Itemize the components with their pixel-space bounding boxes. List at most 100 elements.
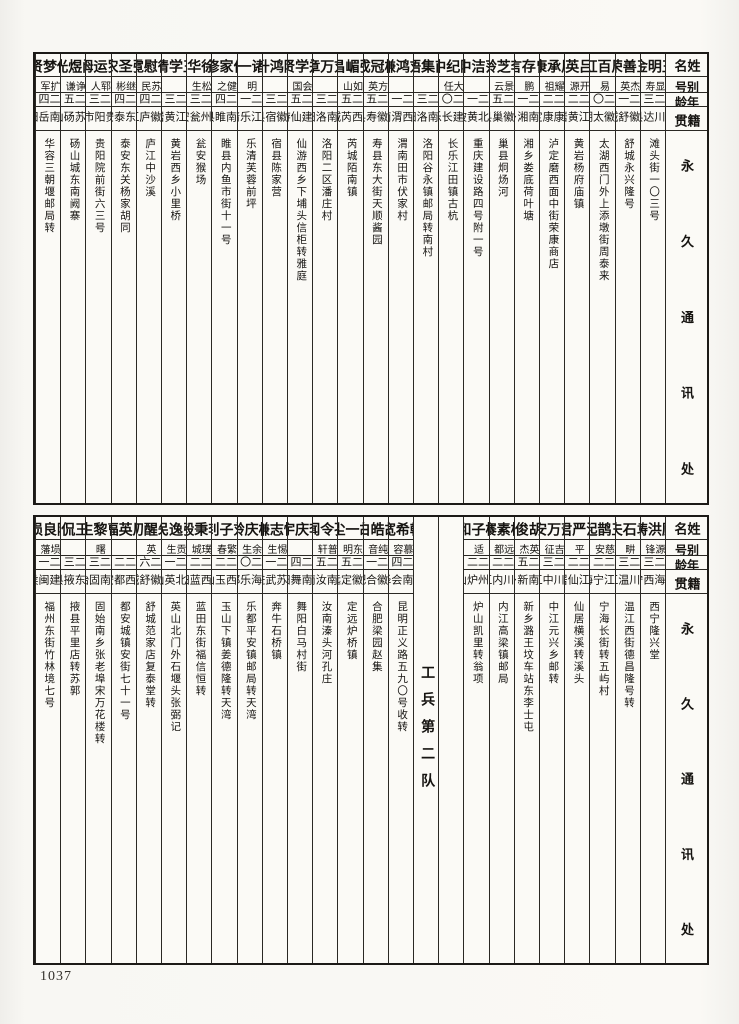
person-native-cell: 福建长乐 <box>439 107 464 132</box>
person-age-cell: 二〇 <box>439 93 464 108</box>
person-age: 二一 <box>364 555 388 569</box>
person-native-place: 江苏砀山 <box>61 111 86 123</box>
person-address: 炉山凯里转翁项 <box>471 600 483 685</box>
person-alias: 诤谦 <box>63 81 85 93</box>
person-native-cell: 江西玉山 <box>212 570 237 594</box>
person-age-cell: 二五 <box>514 556 539 570</box>
person-alias: 繁春 <box>214 544 236 556</box>
person-name-cell: 杨子和 <box>464 517 489 541</box>
person-age-cell: 二五 <box>338 556 363 570</box>
person-address: 黄岩西乡小里桥 <box>169 138 181 223</box>
person-address: 福州东街竹林境七号 <box>43 600 55 709</box>
person-name: 何家修 <box>212 59 236 73</box>
person-age-cell: 二一 <box>388 93 413 108</box>
person-age: 二一 <box>465 93 489 107</box>
person-column: 李芝龄 景云 二五 安徽巢县 巢县炯炀河 <box>488 54 514 503</box>
person-alias: 曙 <box>93 544 105 556</box>
person-address: 温江西街德昌隆号转 <box>622 600 634 709</box>
person-name: 刘子钊 <box>212 522 236 536</box>
person-address: 巢县炯炀河 <box>496 138 508 199</box>
person-age: 二〇 <box>440 93 464 107</box>
person-age-cell: 二五 <box>313 556 338 570</box>
person-name: 张逸民 <box>162 522 186 536</box>
person-column: 周百虹 易 二〇 安徽太湖 太湖西门外上添墩街周泰来 <box>589 54 615 503</box>
person-address: 乐清芙蓉前坪 <box>244 138 256 211</box>
person-age-cell: 二一 <box>35 556 61 570</box>
header-age-cell: 年龄 <box>666 93 707 108</box>
person-alias: 英 <box>143 544 155 556</box>
person-age: 二五 <box>62 93 86 107</box>
person-column: 曾存言 鹏 二一 湖南湘乡 湘乡娄底荷叶塘 <box>513 54 539 503</box>
person-alias-cell: 吉征 <box>539 540 565 556</box>
person-name: 袁石夫 <box>616 522 640 536</box>
person-native-place: 河南新乡 <box>515 573 539 585</box>
person-native-place: 陕西蓝田 <box>187 573 212 585</box>
header-name-cell: 姓名 <box>666 54 707 78</box>
person-alias-cell: 慈安 <box>590 540 615 556</box>
person-native-place: 浙江宁海 <box>590 573 615 585</box>
person-age-cell: 二三 <box>262 93 287 108</box>
person-address: 都安城镇安街七十一号 <box>118 600 130 721</box>
person-native-place: 贵阳市 <box>86 111 111 123</box>
person-native-cell: 山东掖县 <box>61 570 86 594</box>
person-alias-cell: 诤谦 <box>61 77 86 94</box>
person-name: 萧万安 <box>540 522 564 536</box>
person-native-cell: 河南新乡 <box>514 570 539 594</box>
person-alias-cell: 璞城 <box>187 540 212 556</box>
person-native-cell: 河南睢县 <box>212 107 237 132</box>
person-address-cell: 滩头街一〇三号 <box>641 131 665 503</box>
person-address: 舒城范家店复泰堂转 <box>144 600 156 709</box>
person-name-cell: 王明金 <box>640 54 665 78</box>
person-column: 恽志谦 惕生 二一 江苏武进 奔牛石桥镇 <box>261 517 287 963</box>
person-native-place: 河南洛阳 <box>414 111 439 123</box>
person-address-cell: 重庆建设路四号附一号 <box>464 131 488 503</box>
person-column: 李秉毅 璞城 二二 陕西蓝田 蓝田东街福信恒转 <box>186 517 212 963</box>
person-name: 南集梧 <box>414 59 438 73</box>
person-alias: 吉征 <box>542 544 564 556</box>
person-address-cell: 福州东街竹林境七号 <box>36 594 60 963</box>
person-alias: 源锋 <box>642 544 664 556</box>
person-address: 太湖西门外上添墩街周泰来 <box>597 138 609 283</box>
person-alias-cell: 郓人 <box>86 77 111 94</box>
person-name-cell: 孔令闻 <box>313 517 338 541</box>
person-address-cell: 砀山城东南阙寨 <box>61 131 85 503</box>
person-name: 陈良埙 <box>36 522 60 536</box>
header-column: 姓名 别号 年龄 籍贯 永久通讯处 <box>665 54 707 503</box>
header-native-label: 籍贯 <box>672 114 701 128</box>
person-column: 陈鸿升 二三 安徽宿县 宿县陈家营 <box>261 54 287 503</box>
person-age: 二六 <box>137 555 161 569</box>
person-native-cell: 安徽庐江 <box>136 107 161 132</box>
person-address-cell: 合肥梁园赵集 <box>364 594 388 963</box>
person-alias-cell: 远都 <box>489 540 514 556</box>
person-address: 黄岩杨府庙镇 <box>572 138 584 211</box>
person-column: 胡一尘 东明 二五 安徽定远 定远炉桥镇 <box>337 517 363 963</box>
person-name-cell: 吕英 <box>565 54 590 78</box>
person-name: 韩希宽 <box>389 522 413 536</box>
person-native-cell: 贵州瓮安 <box>187 107 212 132</box>
person-name-cell: 王侃 <box>61 517 86 541</box>
unit-divider-cell <box>439 517 463 963</box>
person-age: 二一 <box>389 93 413 107</box>
person-native-cell: 安徽舒城 <box>136 570 161 594</box>
person-address: 庐江中沙溪 <box>144 138 156 199</box>
person-alias-cell: 苏民 <box>136 77 161 94</box>
person-address: 湘乡娄底荷叶塘 <box>522 138 534 223</box>
person-name: 孔令闻 <box>313 522 337 536</box>
person-name: 郑学贤 <box>288 59 312 73</box>
person-address-cell: 仙居横溪转溪头 <box>565 594 589 963</box>
person-column: 傅梦贤 扩军 二四 湖南岳阳 华容三朝堰邮局转 <box>34 54 61 503</box>
person-alias: 东明 <box>340 544 362 556</box>
person-address-cell: 西宁隆兴堂 <box>641 594 665 963</box>
person-alias-cell: 易 <box>590 77 615 94</box>
person-age-cell: 二五 <box>338 93 363 108</box>
person-age-cell: 二二 <box>565 93 590 108</box>
person-name-cell: 王鹊起 <box>590 517 615 541</box>
person-age-cell: 二五 <box>61 93 86 108</box>
person-alias: 如山 <box>340 81 362 93</box>
person-name-cell: 王学清 <box>161 54 187 78</box>
person-name: 王学清 <box>162 59 186 73</box>
person-column: 萧万安 吉征 二三 四川中江 中江元兴乡邮转 <box>538 517 565 963</box>
header-address-cell: 永久通讯处 <box>666 594 707 963</box>
person-name: 张嵋昌 <box>338 59 362 73</box>
person-name-cell: 刘鸿谦 <box>388 54 413 78</box>
